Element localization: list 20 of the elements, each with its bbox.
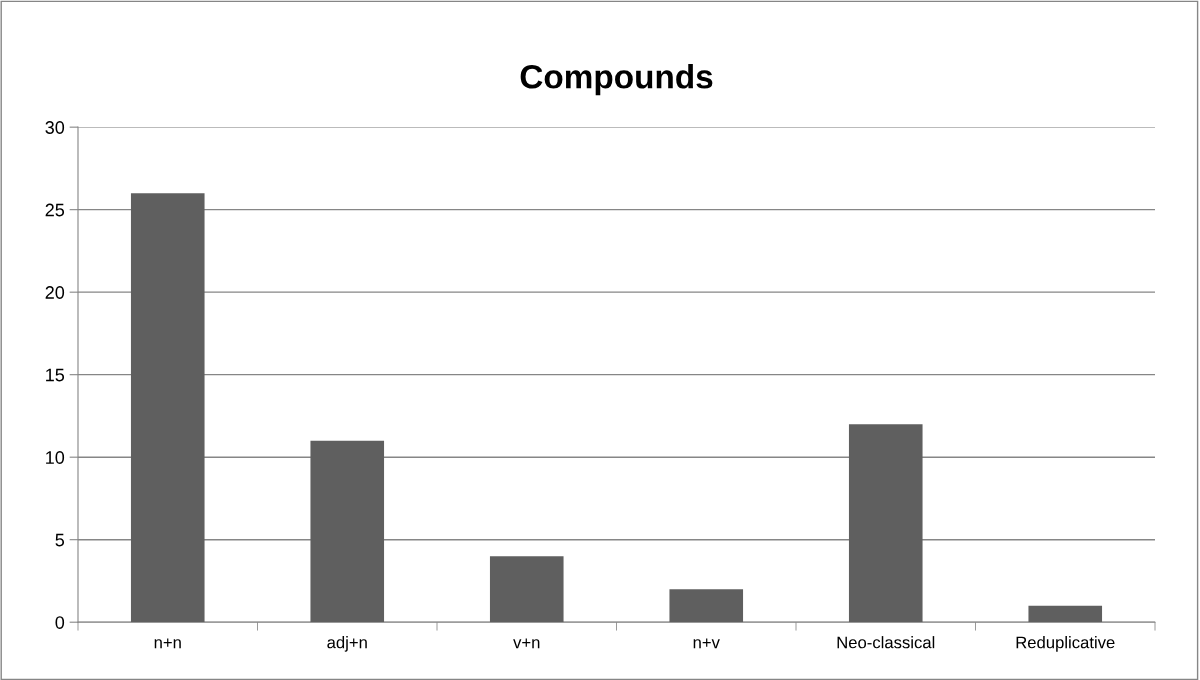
x-tick-label: Neo-classical — [837, 636, 935, 649]
y-tick-label: 15 — [46, 368, 65, 382]
x-tick-label: Reduplicative — [1016, 636, 1115, 652]
x-tick-label: n+v — [693, 638, 720, 649]
x-tick-label: n+n — [154, 638, 181, 649]
y-tick-label: 25 — [45, 203, 65, 217]
x-tick-label: v+n — [513, 638, 540, 649]
bar — [310, 440, 385, 623]
bar — [848, 424, 923, 623]
y-tick-label: 30 — [45, 121, 65, 134]
chart-title: Compounds — [520, 64, 713, 96]
x-tick-label: adj+n — [327, 636, 367, 652]
bar — [489, 556, 564, 623]
y-tick-label: 10 — [46, 451, 65, 464]
y-tick-label: 20 — [45, 286, 65, 299]
y-tick-label: 0 — [55, 616, 65, 629]
bar — [1028, 605, 1103, 623]
bar — [669, 589, 744, 623]
y-tick-label: 5 — [55, 533, 65, 547]
bar — [130, 193, 205, 623]
